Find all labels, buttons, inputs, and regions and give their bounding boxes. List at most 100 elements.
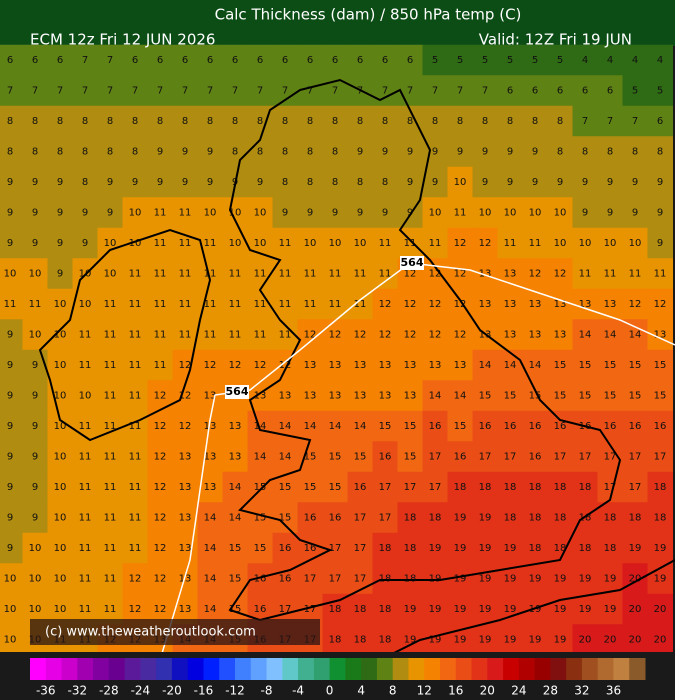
grid-value: 9 <box>482 177 488 188</box>
cell <box>0 105 23 137</box>
cell <box>372 105 398 137</box>
grid-value: 17 <box>654 452 667 463</box>
grid-value: 6 <box>207 55 213 66</box>
grid-value: 14 <box>304 421 317 432</box>
grid-value: 8 <box>557 116 563 127</box>
cell <box>297 410 323 442</box>
grid-value: 10 <box>604 238 617 249</box>
cell <box>0 349 23 381</box>
cell <box>547 319 573 351</box>
grid-value: 10 <box>29 574 42 585</box>
grid-value: 12 <box>154 513 167 524</box>
grid-value: 19 <box>504 543 517 554</box>
grid-value: 13 <box>304 360 317 371</box>
grid-value: 10 <box>29 543 42 554</box>
cell <box>0 166 23 198</box>
grid-value: 9 <box>7 421 13 432</box>
colorbar-label: 0 <box>326 684 334 698</box>
grid-value: 9 <box>57 208 63 219</box>
grid-value: 9 <box>507 177 513 188</box>
grid-value: 19 <box>554 574 567 585</box>
cell <box>422 624 448 656</box>
grid-value: 11 <box>129 391 142 402</box>
colorbar-cell <box>313 658 331 680</box>
cell <box>622 136 648 168</box>
grid-value: 16 <box>329 513 342 524</box>
grid-value: 11 <box>129 452 142 463</box>
grid-value: 11 <box>279 238 292 249</box>
cell <box>597 532 623 564</box>
grid-value: 11 <box>79 452 92 463</box>
cell <box>47 319 73 351</box>
grid-value: 8 <box>157 116 163 127</box>
grid-value: 4 <box>632 55 638 66</box>
grid-value: 10 <box>329 238 342 249</box>
cell <box>472 136 498 168</box>
grid-value: 19 <box>479 574 492 585</box>
cell <box>497 502 523 534</box>
grid-value: 7 <box>7 86 13 97</box>
cell <box>522 380 548 412</box>
grid-value: 9 <box>7 208 13 219</box>
grid-value: 11 <box>104 513 117 524</box>
grid-value: 9 <box>607 177 613 188</box>
cell <box>647 532 673 564</box>
cell <box>472 410 498 442</box>
grid-value: 7 <box>482 86 488 97</box>
grid-value: 8 <box>632 147 638 158</box>
cell <box>97 441 123 473</box>
grid-value: 15 <box>254 543 267 554</box>
cell <box>122 197 148 229</box>
grid-value: 10 <box>54 513 67 524</box>
colorbar-cell <box>282 658 299 680</box>
cell <box>572 288 598 320</box>
grid-value: 8 <box>257 147 263 158</box>
cell <box>297 197 323 229</box>
grid-value: 19 <box>454 574 467 585</box>
cell <box>347 319 373 351</box>
grid-value: 6 <box>382 55 388 66</box>
cell <box>147 319 173 351</box>
cell <box>97 349 123 381</box>
cell <box>172 471 198 503</box>
grid-value: 13 <box>179 543 192 554</box>
cell <box>222 227 248 259</box>
grid-value: 6 <box>407 55 413 66</box>
grid-value: 11 <box>179 238 192 249</box>
cell <box>247 319 273 351</box>
cell <box>47 349 73 381</box>
cell <box>597 75 623 107</box>
cell <box>347 197 373 229</box>
grid-value: 13 <box>479 269 492 280</box>
grid-value: 9 <box>532 147 538 158</box>
grid-value: 7 <box>632 116 638 127</box>
cell <box>22 44 48 76</box>
grid-value: 12 <box>279 360 292 371</box>
cell <box>72 502 98 534</box>
cell <box>172 75 198 107</box>
grid-value: 5 <box>557 55 563 66</box>
cell <box>347 166 373 198</box>
grid-value: 20 <box>604 635 617 646</box>
cell <box>122 471 148 503</box>
valid-time: Valid: 12Z Fri 19 JUN <box>479 31 632 49</box>
cell <box>422 227 448 259</box>
cell <box>572 624 598 656</box>
grid-value: 19 <box>654 574 667 585</box>
grid-value: 11 <box>129 360 142 371</box>
cell <box>647 197 673 229</box>
grid-value: 9 <box>407 208 413 219</box>
cell <box>522 258 548 290</box>
grid-value: 18 <box>579 482 592 493</box>
grid-value: 19 <box>454 635 467 646</box>
grid-value: 13 <box>179 482 192 493</box>
cell <box>472 75 498 107</box>
cell <box>297 75 323 107</box>
grid-value: 9 <box>7 391 13 402</box>
cell <box>372 380 398 412</box>
cell <box>97 563 123 595</box>
cell <box>72 75 98 107</box>
cell <box>372 227 398 259</box>
cell <box>22 441 48 473</box>
grid-value: 9 <box>57 269 63 280</box>
